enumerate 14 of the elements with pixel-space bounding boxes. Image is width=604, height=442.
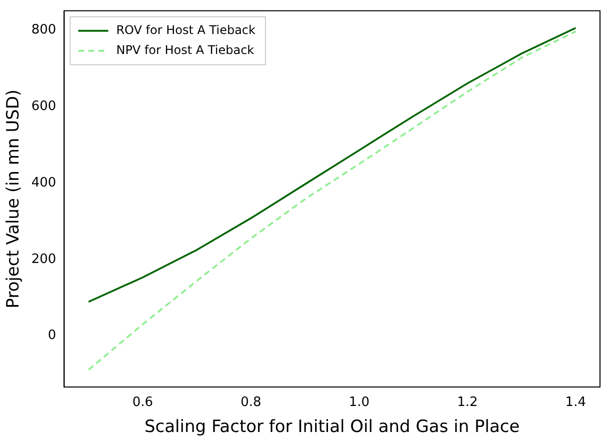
x-tick-label: 1.4 [565,395,586,410]
legend-label: ROV for Host A Tieback [116,22,256,37]
y-tick-label: 400 [31,175,56,190]
y-tick-label: 200 [31,252,56,267]
legend-label: NPV for Host A Tieback [116,42,254,57]
y-tick-label: 800 [31,22,56,38]
x-tick-label: 1.2 [457,395,478,410]
x-axis-title: Scaling Factor for Initial Oil and Gas in Place [144,417,520,438]
x-tick-label: 1.0 [348,395,370,410]
y-tick-label: 600 [31,99,56,114]
y-axis-title: Project Value (in mn USD) [4,89,24,308]
x-tick-label: 0.6 [132,395,154,410]
x-tick-label: 0.8 [240,395,262,410]
y-tick-label: 0 [48,328,56,344]
